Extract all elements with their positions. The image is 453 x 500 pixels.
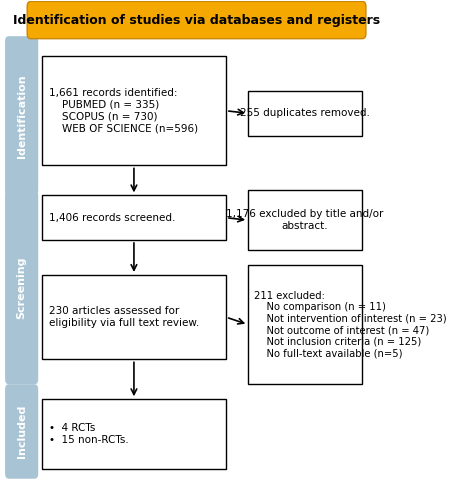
FancyBboxPatch shape bbox=[42, 399, 226, 469]
Text: 230 articles assessed for
eligibility via full text review.: 230 articles assessed for eligibility vi… bbox=[49, 306, 199, 328]
FancyBboxPatch shape bbox=[42, 56, 226, 166]
FancyBboxPatch shape bbox=[42, 275, 226, 359]
FancyBboxPatch shape bbox=[248, 91, 362, 136]
FancyBboxPatch shape bbox=[42, 196, 226, 240]
Text: Screening: Screening bbox=[17, 256, 27, 318]
FancyBboxPatch shape bbox=[248, 265, 362, 384]
Text: Identification: Identification bbox=[17, 74, 27, 158]
FancyBboxPatch shape bbox=[5, 190, 38, 384]
Text: 255 duplicates removed.: 255 duplicates removed. bbox=[240, 108, 370, 118]
Text: 1,176 excluded by title and/or
abstract.: 1,176 excluded by title and/or abstract. bbox=[226, 210, 384, 231]
FancyBboxPatch shape bbox=[248, 190, 362, 250]
Text: Identification of studies via databases and registers: Identification of studies via databases … bbox=[13, 14, 380, 26]
Text: 1,406 records screened.: 1,406 records screened. bbox=[49, 212, 176, 222]
Text: 211 excluded:
    No comparison (n = 11)
    Not intervention of interest (n = 2: 211 excluded: No comparison (n = 11) Not… bbox=[254, 290, 446, 358]
FancyBboxPatch shape bbox=[5, 36, 38, 196]
Text: Included: Included bbox=[17, 405, 27, 458]
Text: 1,661 records identified:
    PUBMED (n = 335)
    SCOPUS (n = 730)
    WEB OF S: 1,661 records identified: PUBMED (n = 33… bbox=[49, 88, 198, 133]
FancyBboxPatch shape bbox=[5, 384, 38, 478]
Text: •  4 RCTs
•  15 non-RCTs.: • 4 RCTs • 15 non-RCTs. bbox=[49, 423, 129, 445]
FancyBboxPatch shape bbox=[27, 2, 366, 38]
